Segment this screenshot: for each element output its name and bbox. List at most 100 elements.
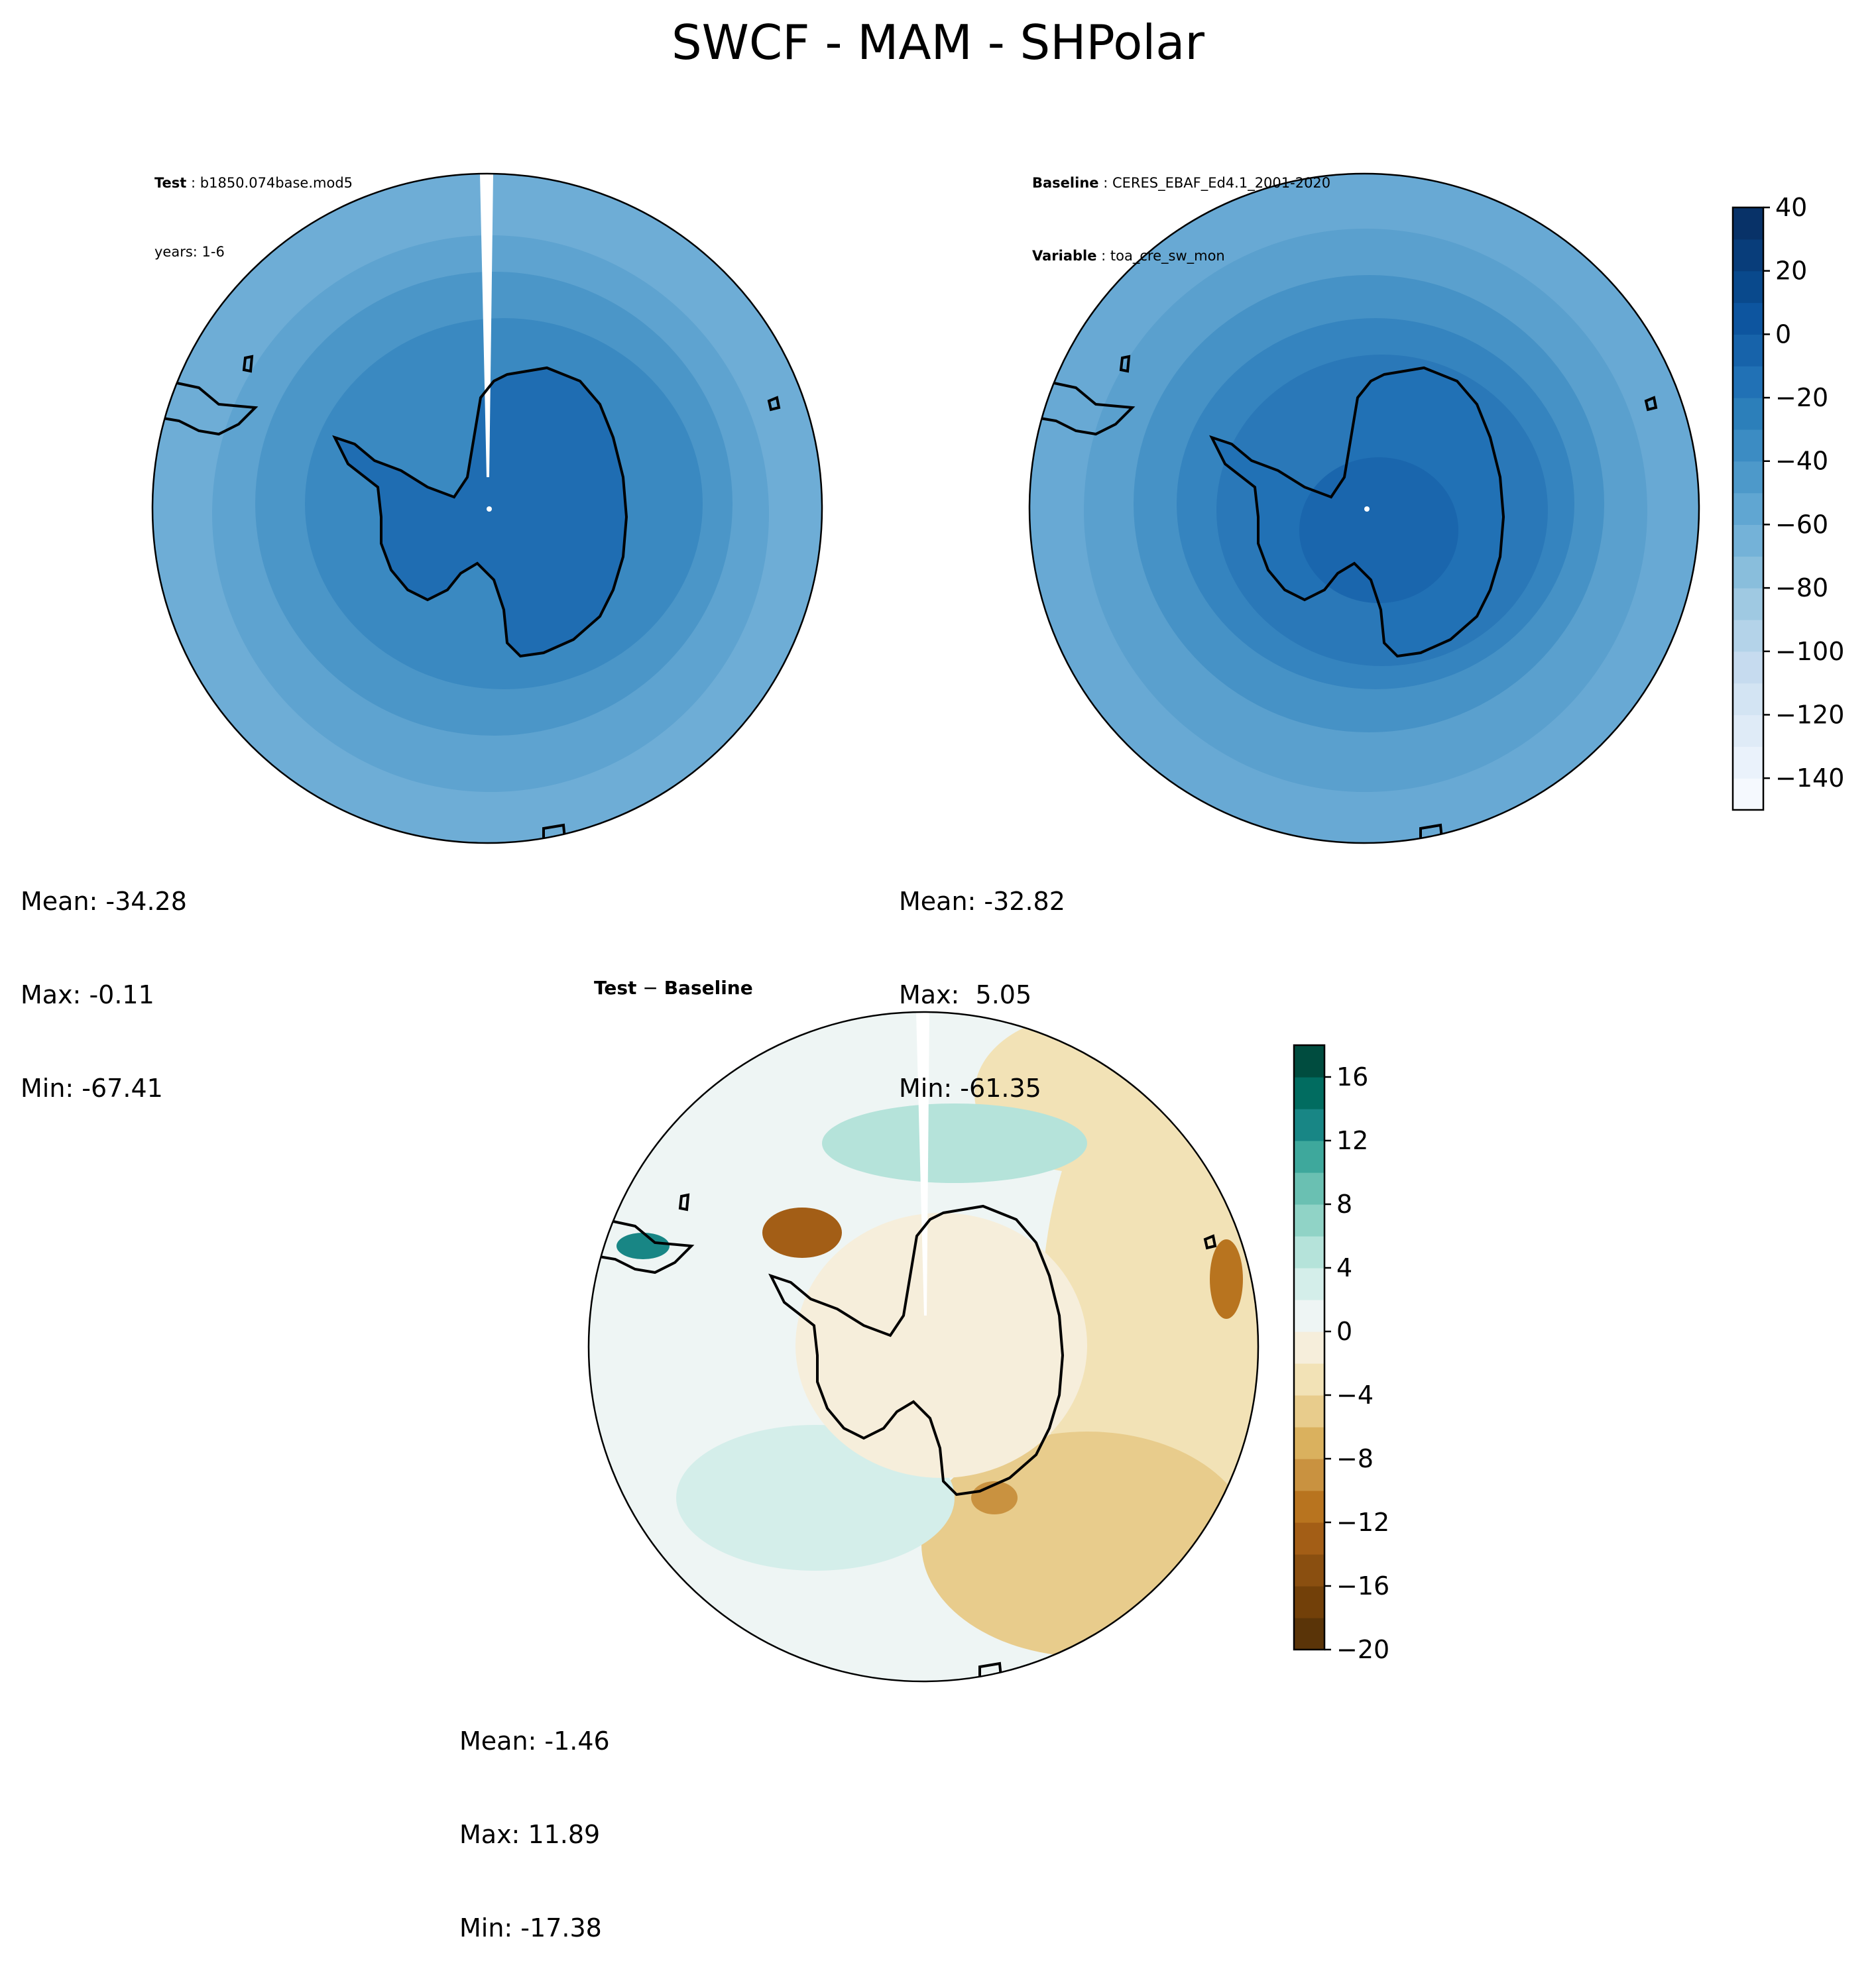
diff-interior (795, 1213, 1087, 1478)
main-colorbar-tick-label: −120 (1775, 700, 1844, 729)
main-colorbar-tick-label: −140 (1775, 763, 1844, 793)
diff-colorbar-swatch (1294, 1268, 1324, 1300)
diff-title-right: Baseline (664, 977, 753, 999)
baseline-map (1028, 172, 1700, 844)
baseline-mean: Mean: -32.82 (899, 887, 1065, 916)
test-missing-data-wedge (480, 174, 493, 477)
diff-colorbar-tick-label: 0 (1336, 1317, 1352, 1346)
main-colorbar-tick-label: 40 (1775, 193, 1807, 222)
diff-title-left: Test (594, 977, 637, 999)
diff-min: Min: -17.38 (459, 1913, 602, 1943)
diff-colorbar-swatch (1294, 1331, 1324, 1364)
test-name-label: Test (154, 175, 187, 191)
main-colorbar-tick-label: 20 (1775, 256, 1807, 286)
test-name-value: b1850.074base.mod5 (200, 175, 353, 191)
test-map-boundary (151, 172, 823, 844)
diff-colorbar-swatch (1294, 1427, 1324, 1459)
main-colorbar-swatch (1733, 588, 1763, 620)
diff-brown-hotspot-1 (762, 1208, 842, 1258)
diff-colorbar-swatch (1294, 1045, 1324, 1078)
baseline-name-label: Baseline (1032, 175, 1099, 191)
main-colorbar-tick-label: −80 (1775, 573, 1828, 602)
main-colorbar-swatch (1733, 239, 1763, 272)
test-years: years: 1-6 (154, 244, 225, 260)
baseline-var-line: Variable : toa_cre_sw_mon (1032, 243, 1330, 268)
diff-title-sep: − (642, 977, 658, 999)
main-colorbar-swatch (1733, 556, 1763, 589)
diff-brown-hotspot-3 (971, 1481, 1018, 1514)
diff-colorbar-tick-label: −12 (1336, 1508, 1389, 1537)
diff-colorbar-tick-label: −20 (1336, 1635, 1389, 1664)
diff-colorbar-swatch (1294, 1109, 1324, 1141)
diff-colorbar-swatch (1294, 1554, 1324, 1587)
main-colorbar-tick-label: 0 (1775, 319, 1791, 349)
baseline-header: Baseline : CERES_EBAF_Ed4.1_2001-2020 Va… (1032, 120, 1330, 294)
baseline-stats: Mean: -32.82 Max: 5.05 Min: -61.35 (899, 824, 1065, 1135)
diff-south-america-coast (589, 1215, 695, 1274)
diff-colorbar: 16 12 8 4 0 −4 −8 −12 −16 −20 (1293, 1044, 1389, 1664)
test-header: Test : b1850.074base.mod5 years: 1-6 (154, 120, 353, 290)
test-stats: Mean: -34.28 Max: -0.11 Min: -67.41 (21, 824, 187, 1135)
diff-colorbar-swatch (1294, 1236, 1324, 1269)
main-colorbar-tick-label: −60 (1775, 510, 1828, 539)
main-colorbar-swatch (1733, 334, 1763, 367)
diff-colorbar-frame (1293, 1044, 1326, 1651)
diff-colorbar-swatch (1294, 1172, 1324, 1205)
diff-colorbar-swatch (1294, 1141, 1324, 1173)
diff-colorbar-swatch (1294, 1077, 1324, 1109)
diff-max: Max: 11.89 (459, 1820, 601, 1849)
baseline-name-line: Baseline : CERES_EBAF_Ed4.1_2001-2020 (1032, 170, 1330, 196)
diff-title: Test − Baseline (594, 977, 753, 999)
baseline-plateau-core (1299, 457, 1458, 603)
diff-colorbar-tick-label: 8 (1336, 1190, 1352, 1219)
diff-colorbar-swatch (1294, 1204, 1324, 1237)
main-colorbar-swatch (1733, 398, 1763, 430)
test-name-sep: : (186, 175, 200, 191)
diff-colorbar-tick-label: −8 (1336, 1444, 1374, 1473)
test-pole-marker (487, 506, 492, 512)
diff-colorbar-tick-label: 12 (1336, 1126, 1368, 1155)
diff-teal-hotspot (616, 1233, 670, 1259)
main-colorbar-swatch (1733, 714, 1763, 747)
diff-colorbar-tick-label: −4 (1336, 1381, 1374, 1410)
baseline-map-boundary (1028, 172, 1700, 844)
main-colorbar-swatch (1733, 651, 1763, 684)
baseline-min: Min: -61.35 (899, 1074, 1041, 1103)
test-map (151, 172, 823, 844)
baseline-name-value: CERES_EBAF_Ed4.1_2001-2020 (1112, 175, 1331, 191)
diff-teal-north (822, 1103, 1087, 1183)
main-colorbar-swatch (1733, 270, 1763, 304)
diff-missing-data-wedge (916, 1012, 929, 1316)
diff-colorbar-tick-label: −16 (1336, 1571, 1389, 1601)
diff-colorbar-swatch (1294, 1586, 1324, 1618)
diff-colorbar-swatch (1294, 1618, 1324, 1650)
diff-colorbar-swatch (1294, 1363, 1324, 1396)
main-colorbar-swatch (1733, 429, 1763, 462)
test-name-line: Test : b1850.074base.mod5 (154, 170, 353, 196)
diff-map-boundary (587, 1011, 1260, 1683)
main-colorbar-swatch (1733, 524, 1763, 557)
main-colorbar-swatch (1733, 619, 1763, 652)
main-colorbar-frame (1731, 206, 1765, 811)
diff-colorbar-swatch (1294, 1459, 1324, 1491)
diff-colorbar-tick-label: 16 (1336, 1062, 1368, 1092)
main-colorbar-tick-label: −20 (1775, 383, 1828, 412)
diff-stats: Mean: -1.46 Max: 11.89 Min: -17.38 (459, 1664, 610, 1975)
baseline-max: Max: 5.05 (899, 980, 1032, 1009)
baseline-pole-marker (1364, 506, 1370, 512)
test-south-america-coast (152, 376, 259, 436)
diff-colorbar-swatch (1294, 1522, 1324, 1555)
main-colorbar-swatch (1733, 302, 1763, 335)
diff-colorbar-swatch (1294, 1491, 1324, 1523)
baseline-name-sep: : (1098, 175, 1112, 191)
test-mean: Mean: -34.28 (21, 887, 187, 916)
main-colorbar-swatch (1733, 746, 1763, 779)
baseline-var-sep: : (1096, 248, 1110, 264)
baseline-var-value: toa_cre_sw_mon (1110, 248, 1225, 264)
main-colorbar-swatch (1733, 492, 1763, 526)
diff-mean: Mean: -1.46 (459, 1726, 610, 1756)
diff-brown-hotspot-2 (1210, 1239, 1243, 1319)
main-colorbar-tick-label: −100 (1775, 637, 1844, 666)
diff-colorbar-tick-label: 4 (1336, 1253, 1352, 1282)
